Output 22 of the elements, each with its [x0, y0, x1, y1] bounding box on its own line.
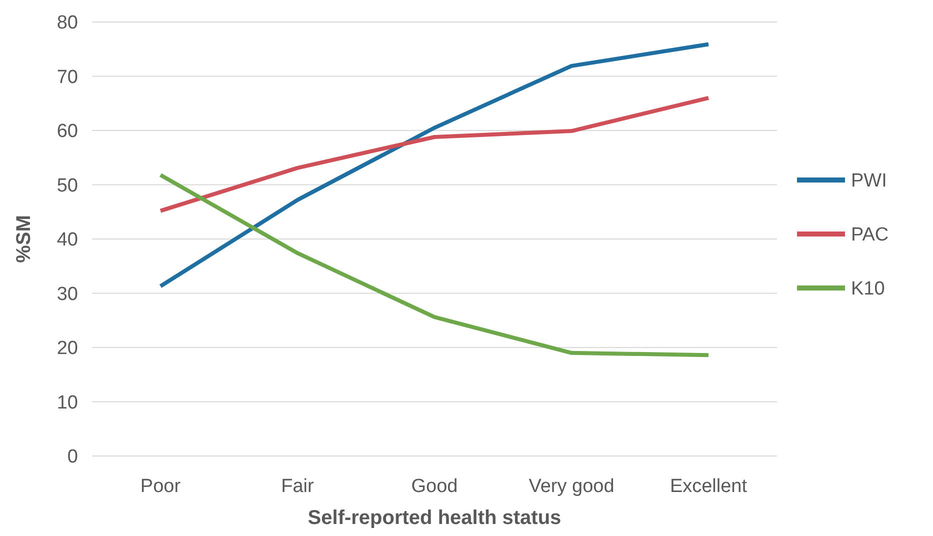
y-tick-label: 10 [56, 392, 78, 414]
y-tick-label: 0 [67, 446, 78, 468]
x-axis-title: Self-reported health status [308, 507, 562, 529]
line-series [158, 96, 710, 213]
line-series [158, 172, 710, 358]
y-tick-label: 30 [56, 284, 78, 305]
x-tick-label: Good [411, 476, 458, 497]
y-tick-label: 40 [56, 230, 78, 251]
x-tick-label: Fair [281, 476, 315, 497]
x-tick-label: Poor [140, 476, 182, 497]
legend-label: PAC [851, 224, 889, 246]
y-tick-label: 50 [56, 175, 78, 196]
y-axis-title: %SM [13, 215, 35, 263]
x-tick-label: Very good [528, 476, 614, 497]
line-series [158, 42, 710, 288]
legend-label: K10 [851, 278, 885, 300]
y-tick-label: 60 [56, 121, 78, 142]
y-tick-label: 70 [56, 66, 78, 88]
y-tick-label: 80 [56, 12, 78, 34]
legend-label: PWI [851, 170, 887, 192]
y-tick-label: 20 [56, 338, 78, 360]
x-tick-label: Excellent [670, 476, 748, 497]
